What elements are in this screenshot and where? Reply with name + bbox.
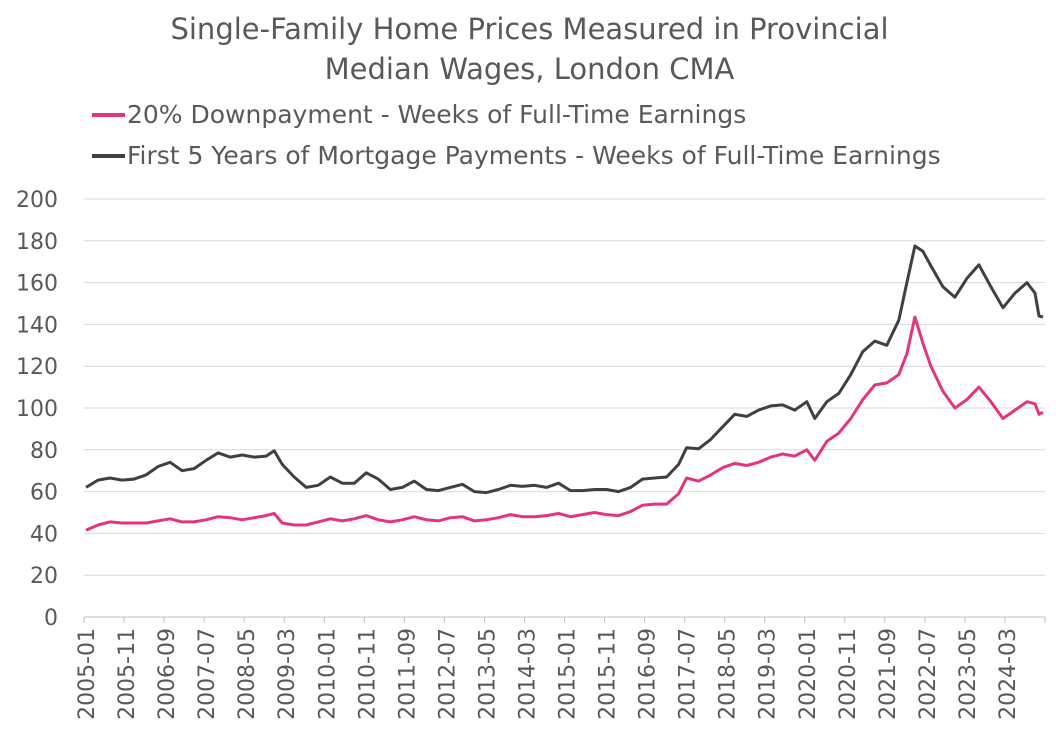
- legend-entry-downpayment: 20% Downpayment - Weeks of Full-Time Ear…: [92, 100, 746, 129]
- x-tick-label: 2005-11: [115, 628, 140, 720]
- x-tick-label: 2006-09: [155, 628, 180, 720]
- x-tick-label: 2008-05: [235, 628, 260, 720]
- y-tick-label: 20: [30, 564, 58, 589]
- y-tick-label: 80: [30, 439, 58, 464]
- x-tick-label: 2010-01: [315, 628, 340, 720]
- x-tick-label: 2015-11: [596, 628, 621, 720]
- legend-swatch-mortgage: [92, 153, 125, 158]
- x-tick-label: 2011-09: [395, 628, 420, 720]
- y-tick-label: 200: [16, 188, 58, 213]
- x-tick-label: 2012-07: [435, 628, 460, 720]
- x-tick-label: 2009-03: [275, 628, 300, 720]
- x-tick-label: 2007-07: [195, 628, 220, 720]
- y-tick-label: 0: [44, 606, 58, 631]
- x-tick-label: 2015-01: [556, 628, 581, 720]
- x-tick-label: 2018-05: [716, 628, 741, 720]
- series-line-mortgage: [85, 244, 1044, 495]
- x-tick-label: 2024-03: [996, 628, 1021, 720]
- y-tick-label: 120: [16, 355, 58, 380]
- y-tick-label: 140: [16, 313, 58, 338]
- x-tick-label: 2020-01: [796, 628, 821, 720]
- x-tick-label: 2016-09: [636, 628, 661, 720]
- x-tick-label: 2010-11: [355, 628, 380, 720]
- y-tick-label: 180: [16, 230, 58, 255]
- y-tick-label: 60: [30, 481, 58, 506]
- chart-title-line2: Median Wages, London CMA: [324, 52, 735, 86]
- series-line-downpayment: [85, 315, 1044, 532]
- legend-label-downpayment: 20% Downpayment - Weeks of Full-Time Ear…: [127, 100, 747, 129]
- x-tick-label: 2022-07: [916, 628, 941, 720]
- legend-entry-mortgage: First 5 Years of Mortgage Payments - Wee…: [92, 141, 941, 170]
- chart-title-line1: Single-Family Home Prices Measured in Pr…: [170, 12, 889, 46]
- x-tick-label: 2013-05: [475, 628, 500, 720]
- x-tick-label: 2017-07: [676, 628, 701, 720]
- legend-label-mortgage: First 5 Years of Mortgage Payments - Wee…: [127, 141, 941, 170]
- legend-swatch-downpayment: [92, 112, 125, 117]
- x-tick-label: 2019-03: [756, 628, 781, 720]
- x-tick-label: 2021-09: [876, 628, 901, 720]
- y-tick-label: 160: [16, 272, 58, 297]
- x-tick-label: 2020-11: [836, 628, 861, 720]
- y-tick-label: 100: [16, 397, 58, 422]
- x-tick-label: 2005-01: [75, 628, 100, 720]
- y-tick-label: 40: [30, 522, 58, 547]
- x-tick-label: 2014-03: [515, 628, 540, 720]
- x-tick-label: 2023-05: [956, 628, 981, 720]
